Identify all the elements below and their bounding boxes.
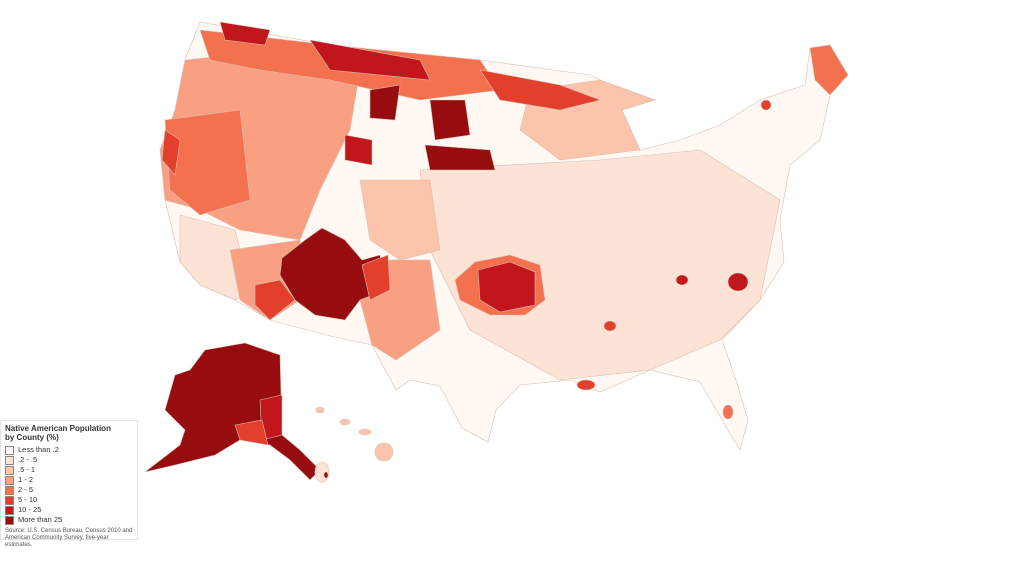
legend-item: Less than .2 bbox=[5, 445, 133, 455]
region bbox=[323, 471, 329, 479]
region bbox=[424, 144, 496, 171]
legend-swatch bbox=[5, 495, 14, 505]
region bbox=[675, 274, 689, 286]
legend-swatch bbox=[5, 465, 14, 475]
legend-swatch bbox=[5, 485, 14, 495]
legend-label: 5 - 10 bbox=[18, 495, 38, 504]
region bbox=[419, 149, 781, 381]
region bbox=[344, 134, 373, 166]
region bbox=[254, 279, 296, 321]
region bbox=[219, 21, 271, 46]
legend-label: .5 - 1 bbox=[18, 465, 36, 474]
legend-swatch bbox=[5, 515, 14, 525]
hawaii bbox=[374, 442, 394, 462]
legend-swatch bbox=[5, 505, 14, 515]
alaska bbox=[144, 342, 321, 481]
source: American Community Survey, five-year est… bbox=[5, 535, 109, 548]
region bbox=[369, 84, 401, 121]
region bbox=[477, 261, 536, 313]
hawaii bbox=[339, 418, 351, 426]
region bbox=[429, 99, 471, 141]
region bbox=[722, 404, 734, 420]
legend-item: .2 - .5 bbox=[5, 455, 133, 465]
legend-label: Less than .2 bbox=[18, 445, 59, 454]
legend-item: .5 - 1 bbox=[5, 465, 133, 475]
legend-swatch bbox=[5, 445, 14, 455]
region bbox=[603, 320, 617, 332]
legend-swatch bbox=[5, 455, 14, 465]
source: Source: U.S. Census Bureau, Census 2010 … bbox=[5, 528, 133, 534]
legend-title: Native American Population bbox=[5, 424, 111, 433]
legend-label: 10 - 25 bbox=[18, 505, 42, 514]
legend-label: 2 - 5 bbox=[18, 485, 34, 494]
hawaii bbox=[358, 428, 372, 436]
legend-item: 10 - 25 bbox=[5, 505, 133, 515]
region bbox=[479, 69, 602, 111]
legend-label: More than 25 bbox=[18, 515, 63, 524]
legend-item: More than 25 bbox=[5, 515, 133, 525]
region bbox=[164, 109, 251, 216]
region bbox=[359, 179, 441, 261]
legend-label: 1 - 2 bbox=[18, 475, 34, 484]
region bbox=[234, 419, 269, 446]
legend-title: by County (%) bbox=[5, 433, 59, 442]
region bbox=[809, 44, 849, 96]
region bbox=[161, 129, 181, 176]
hawaii bbox=[315, 406, 325, 414]
legend: Native American Population by County (%)… bbox=[0, 420, 138, 548]
legend-item: 5 - 10 bbox=[5, 495, 133, 505]
region bbox=[760, 99, 772, 111]
region bbox=[309, 39, 431, 81]
legend-item: 1 - 2 bbox=[5, 475, 133, 485]
region bbox=[727, 272, 749, 292]
legend-swatch bbox=[5, 475, 14, 485]
region bbox=[361, 254, 391, 301]
region bbox=[576, 379, 596, 391]
legend-item: 2 - 5 bbox=[5, 485, 133, 495]
region bbox=[179, 214, 251, 301]
legend-label: .2 - .5 bbox=[18, 455, 38, 464]
